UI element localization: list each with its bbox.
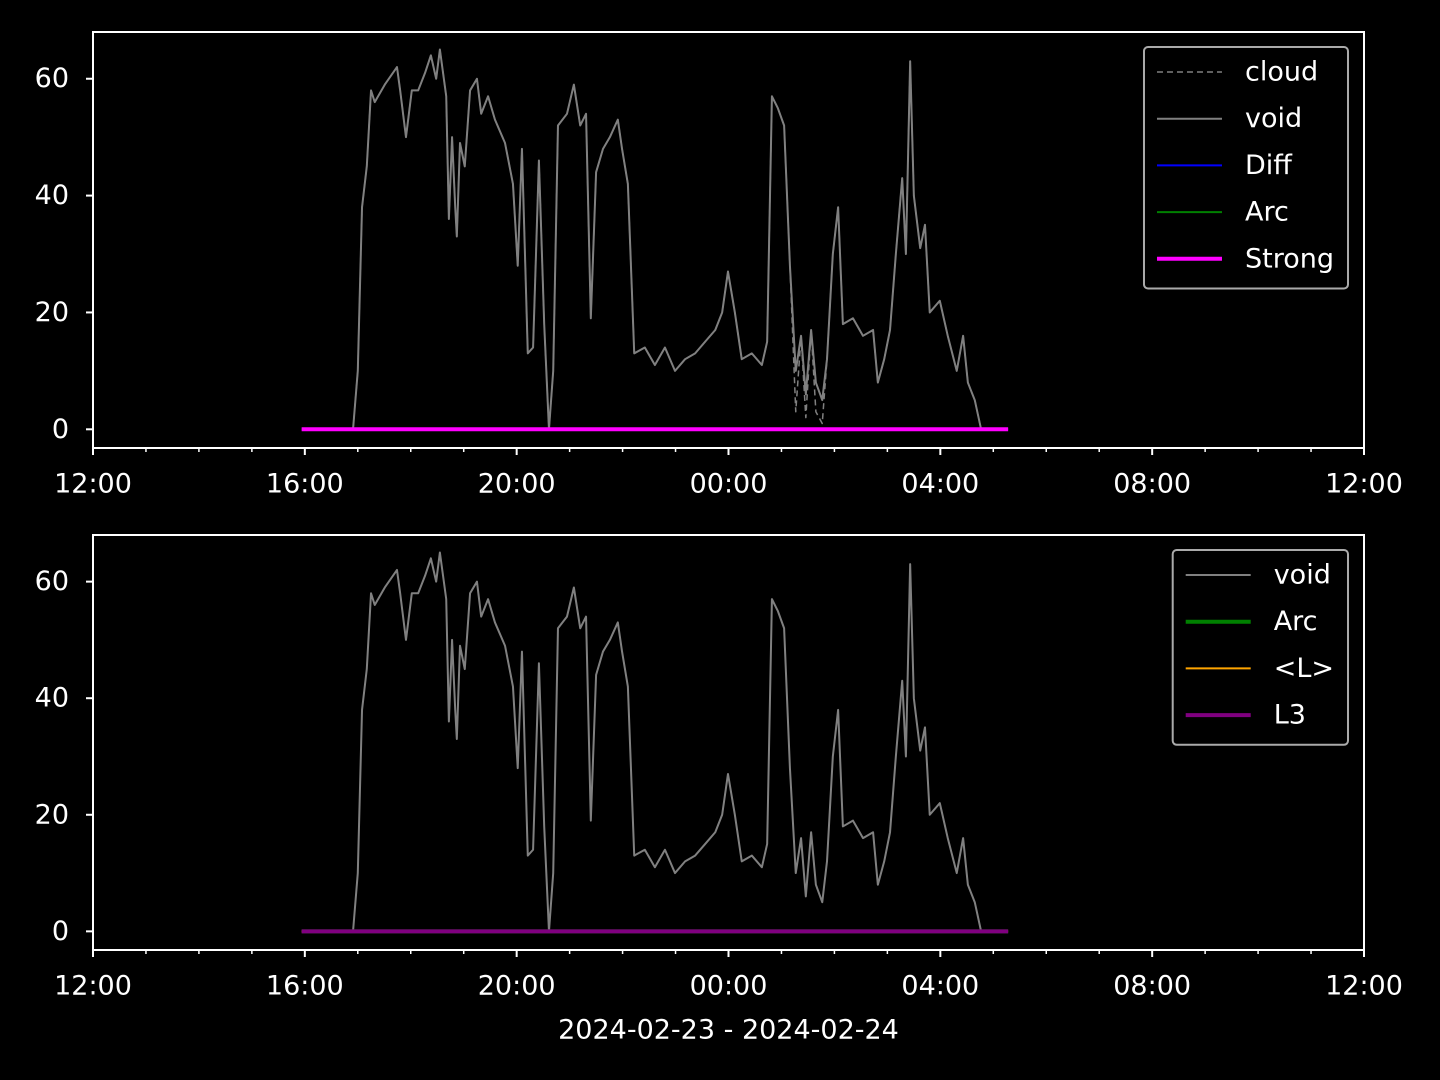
y-tick-label: 0 xyxy=(52,916,69,947)
legend-frame xyxy=(1142,46,1349,290)
legend-label: Arc xyxy=(1274,606,1318,637)
series-line xyxy=(352,551,983,933)
x-tick-label: 08:00 xyxy=(1113,469,1191,500)
x-tick-label: 12:00 xyxy=(54,469,132,500)
x-tick-label: 20:00 xyxy=(478,469,556,500)
series-line xyxy=(352,48,983,431)
legend-label: void xyxy=(1274,560,1331,591)
legend: void Arc <L> L3 xyxy=(1171,549,1349,746)
y-tick-label: 40 xyxy=(35,180,69,211)
legend-label: L3 xyxy=(1274,700,1306,731)
x-tick-label: 08:00 xyxy=(1113,971,1191,1002)
x-tick-label: 00:00 xyxy=(690,971,768,1002)
x-tick-label: 20:00 xyxy=(478,971,556,1002)
x-tick-label: 04:00 xyxy=(901,469,979,500)
x-tick-label: 04:00 xyxy=(901,971,979,1002)
legend-frame xyxy=(1171,549,1349,746)
legend-label: cloud xyxy=(1245,57,1318,88)
legend-label: Diff xyxy=(1245,150,1293,181)
x-tick-label: 16:00 xyxy=(266,971,344,1002)
y-tick-label: 0 xyxy=(52,414,69,445)
legend-label: void xyxy=(1245,103,1302,134)
legend-label: Arc xyxy=(1245,197,1289,228)
x-axis-label: 2024-02-23 - 2024-02-24 xyxy=(558,1015,899,1046)
y-tick-label: 20 xyxy=(35,799,69,830)
y-tick-label: 60 xyxy=(35,63,69,94)
legend-label: <L> xyxy=(1274,653,1334,684)
x-tick-label: 12:00 xyxy=(54,971,132,1002)
legend-label: Strong xyxy=(1245,243,1334,274)
x-tick-label: 12:00 xyxy=(1325,469,1403,500)
y-tick-label: 60 xyxy=(35,566,69,597)
x-tick-label: 16:00 xyxy=(266,469,344,500)
y-tick-label: 20 xyxy=(35,297,69,328)
x-tick-label: 00:00 xyxy=(690,469,768,500)
legend: cloud void Diff Arc Strong xyxy=(1142,46,1349,290)
x-tick-label: 12:00 xyxy=(1325,971,1403,1002)
y-tick-label: 40 xyxy=(35,683,69,714)
